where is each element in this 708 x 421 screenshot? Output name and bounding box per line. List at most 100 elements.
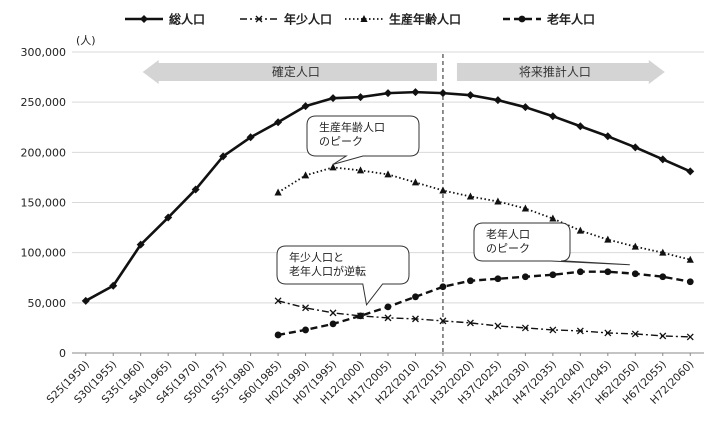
- data-point: [631, 143, 640, 152]
- data-point: [411, 88, 420, 97]
- legend-label: 総人口: [169, 12, 205, 27]
- y-tick-label: 50,000: [28, 297, 67, 310]
- arrow-right-shape: [456, 60, 665, 84]
- data-point: [549, 214, 557, 222]
- y-tick-label: 0: [59, 347, 66, 360]
- data-point: [329, 94, 338, 103]
- legend-label: 老年人口: [547, 12, 595, 27]
- data-point: [301, 171, 310, 179]
- legend-label: 生産年齢人口: [389, 12, 461, 27]
- data-point: [521, 324, 529, 332]
- data-point: [274, 188, 282, 196]
- data-point: [576, 226, 584, 234]
- data-point: [659, 332, 667, 340]
- x-marker-stroke: [302, 304, 310, 312]
- data-point: [164, 213, 173, 222]
- legend-marker: [360, 15, 368, 22]
- data-point: [521, 204, 529, 212]
- y-tick-label: 250,000: [21, 96, 67, 109]
- series-layer: [81, 88, 695, 341]
- data-point: [357, 312, 364, 320]
- callout-text: 老年人口: [486, 227, 530, 241]
- data-point: [219, 152, 228, 161]
- y-axis-unit: (人): [76, 34, 96, 47]
- data-point: [384, 303, 392, 311]
- data-point: [631, 330, 639, 338]
- data-point: [439, 186, 447, 194]
- legend: 総人口 年少人口 生産年齢人口 老年人口: [125, 12, 595, 27]
- arrow-left-label: 確定人口: [272, 64, 320, 79]
- y-tick-label: 200,000: [21, 146, 67, 159]
- data-point: [329, 309, 337, 317]
- x-marker-stroke: [439, 317, 447, 325]
- data-point: [412, 293, 419, 301]
- data-point: [109, 281, 118, 290]
- data-point: [329, 163, 337, 171]
- series-0: [81, 88, 695, 305]
- data-point: [494, 322, 502, 330]
- callout-shape: [276, 245, 410, 307]
- arrow-left-shape: [142, 60, 437, 84]
- x-marker-stroke: [521, 324, 529, 332]
- series-3: [274, 268, 694, 339]
- data-point: [604, 329, 612, 337]
- data-point: [658, 155, 667, 164]
- x-marker-stroke: [494, 322, 502, 330]
- x-marker-stroke: [466, 319, 474, 327]
- data-point: [384, 89, 392, 98]
- legend-marker: [140, 15, 148, 23]
- callout-text: のピーク: [319, 135, 363, 148]
- x-marker-stroke: [686, 333, 694, 341]
- x-marker-stroke: [549, 326, 557, 334]
- data-point: [191, 185, 200, 194]
- data-point: [329, 320, 337, 328]
- callout-text: 生産年齢人口: [319, 120, 385, 134]
- legend-marker: [518, 15, 526, 23]
- data-point: [576, 268, 584, 276]
- x-marker-stroke: [274, 297, 282, 305]
- data-point: [466, 319, 474, 327]
- x-marker-stroke: [412, 315, 419, 323]
- data-point: [302, 326, 309, 334]
- x-marker-stroke: [384, 314, 392, 322]
- data-point: [604, 235, 612, 243]
- data-point: [604, 268, 612, 276]
- data-point: [466, 192, 475, 200]
- x-marker-stroke: [255, 15, 263, 23]
- data-point: [356, 93, 365, 102]
- data-point: [439, 283, 447, 291]
- arrow-right-label: 将来推計人口: [519, 64, 591, 79]
- data-point: [411, 178, 420, 186]
- data-point: [686, 278, 694, 286]
- x-marker-stroke: [659, 332, 667, 340]
- data-point: [686, 255, 694, 263]
- data-point: [631, 270, 639, 278]
- callout-shape: [473, 222, 630, 266]
- data-point: [576, 327, 584, 335]
- x-marker-stroke: [604, 329, 612, 337]
- series-1: [274, 297, 694, 341]
- data-point: [521, 103, 530, 112]
- data-point: [439, 317, 447, 325]
- y-tick-label: 100,000: [21, 247, 67, 260]
- data-point: [521, 273, 529, 281]
- series-2: [274, 163, 694, 263]
- data-point: [384, 314, 392, 322]
- data-point: [686, 333, 694, 341]
- series-line: [277, 300, 691, 338]
- data-point: [467, 277, 474, 285]
- data-point: [493, 96, 502, 105]
- data-point: [466, 91, 475, 100]
- legend-marker: [255, 15, 263, 23]
- data-point: [631, 242, 639, 250]
- data-point: [274, 118, 283, 127]
- y-tick-label: 150,000: [21, 197, 67, 210]
- callout-text: 老年人口が逆転: [289, 264, 366, 278]
- data-point: [384, 170, 392, 178]
- data-point: [549, 271, 557, 279]
